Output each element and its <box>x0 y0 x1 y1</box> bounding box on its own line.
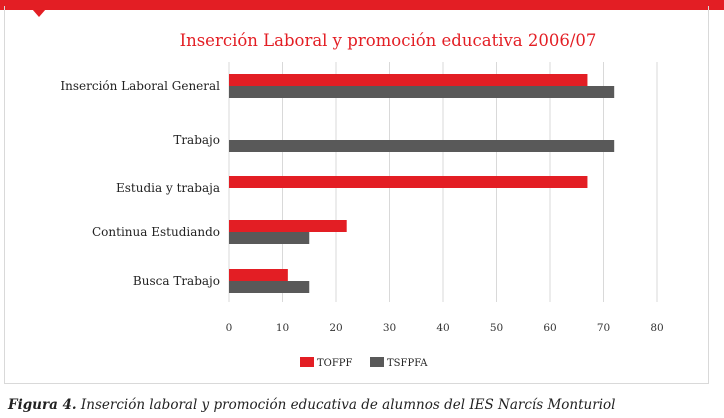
legend: TOFPF TSFPFA <box>300 357 428 369</box>
category-label: Continua Estudiando <box>92 225 220 239</box>
x-tick-label: 60 <box>543 322 556 334</box>
legend-label-tofpf: TOFPF <box>317 358 353 369</box>
bar-tofpf-4 <box>229 269 288 281</box>
category-label: Busca Trabajo <box>133 274 220 288</box>
header-notch <box>32 9 46 17</box>
figure-caption: Figura 4. Inserción laboral y promoción … <box>8 397 724 413</box>
x-tick-labels: 0 10 20 30 40 50 60 70 80 <box>226 322 664 334</box>
legend-swatch-tofpf <box>300 357 314 367</box>
figure-frame <box>4 6 709 384</box>
bars <box>229 74 615 293</box>
x-tick-label: 80 <box>650 322 663 334</box>
bar-chart: Inserción Laboral y promoción educativa … <box>60 31 664 369</box>
caption-text: Inserción laboral y promoción educativa … <box>80 397 616 413</box>
x-tick-label: 20 <box>329 322 342 334</box>
bar-tofpf-2 <box>229 176 588 188</box>
bar-tofpf-0 <box>229 74 588 86</box>
header-accent-bar <box>0 0 724 10</box>
bar-tsfpfa-3 <box>229 232 310 244</box>
caption-label: Figura 4. <box>8 397 77 413</box>
x-tick-label: 10 <box>276 322 289 334</box>
x-tick-label: 0 <box>226 322 233 334</box>
category-label: Estudia y trabaja <box>116 181 220 195</box>
x-tick-label: 50 <box>490 322 503 334</box>
category-label: Trabajo <box>173 133 220 147</box>
legend-swatch-tsfpfa <box>370 357 384 367</box>
x-tick-label: 40 <box>436 322 449 334</box>
x-tick-label: 70 <box>597 322 610 334</box>
bar-tsfpfa-1 <box>229 140 615 152</box>
category-labels: Inserción Laboral General Trabajo Estudia … <box>60 79 220 288</box>
category-label: Inserción Laboral General <box>60 79 220 93</box>
legend-label-tsfpfa: TSFPFA <box>387 358 428 369</box>
bar-tsfpfa-4 <box>229 281 310 293</box>
bar-tsfpfa-0 <box>229 86 615 98</box>
bar-tofpf-3 <box>229 220 347 232</box>
x-tick-label: 30 <box>383 322 396 334</box>
chart-title: Inserción Laboral y promoción educativa … <box>180 31 597 50</box>
